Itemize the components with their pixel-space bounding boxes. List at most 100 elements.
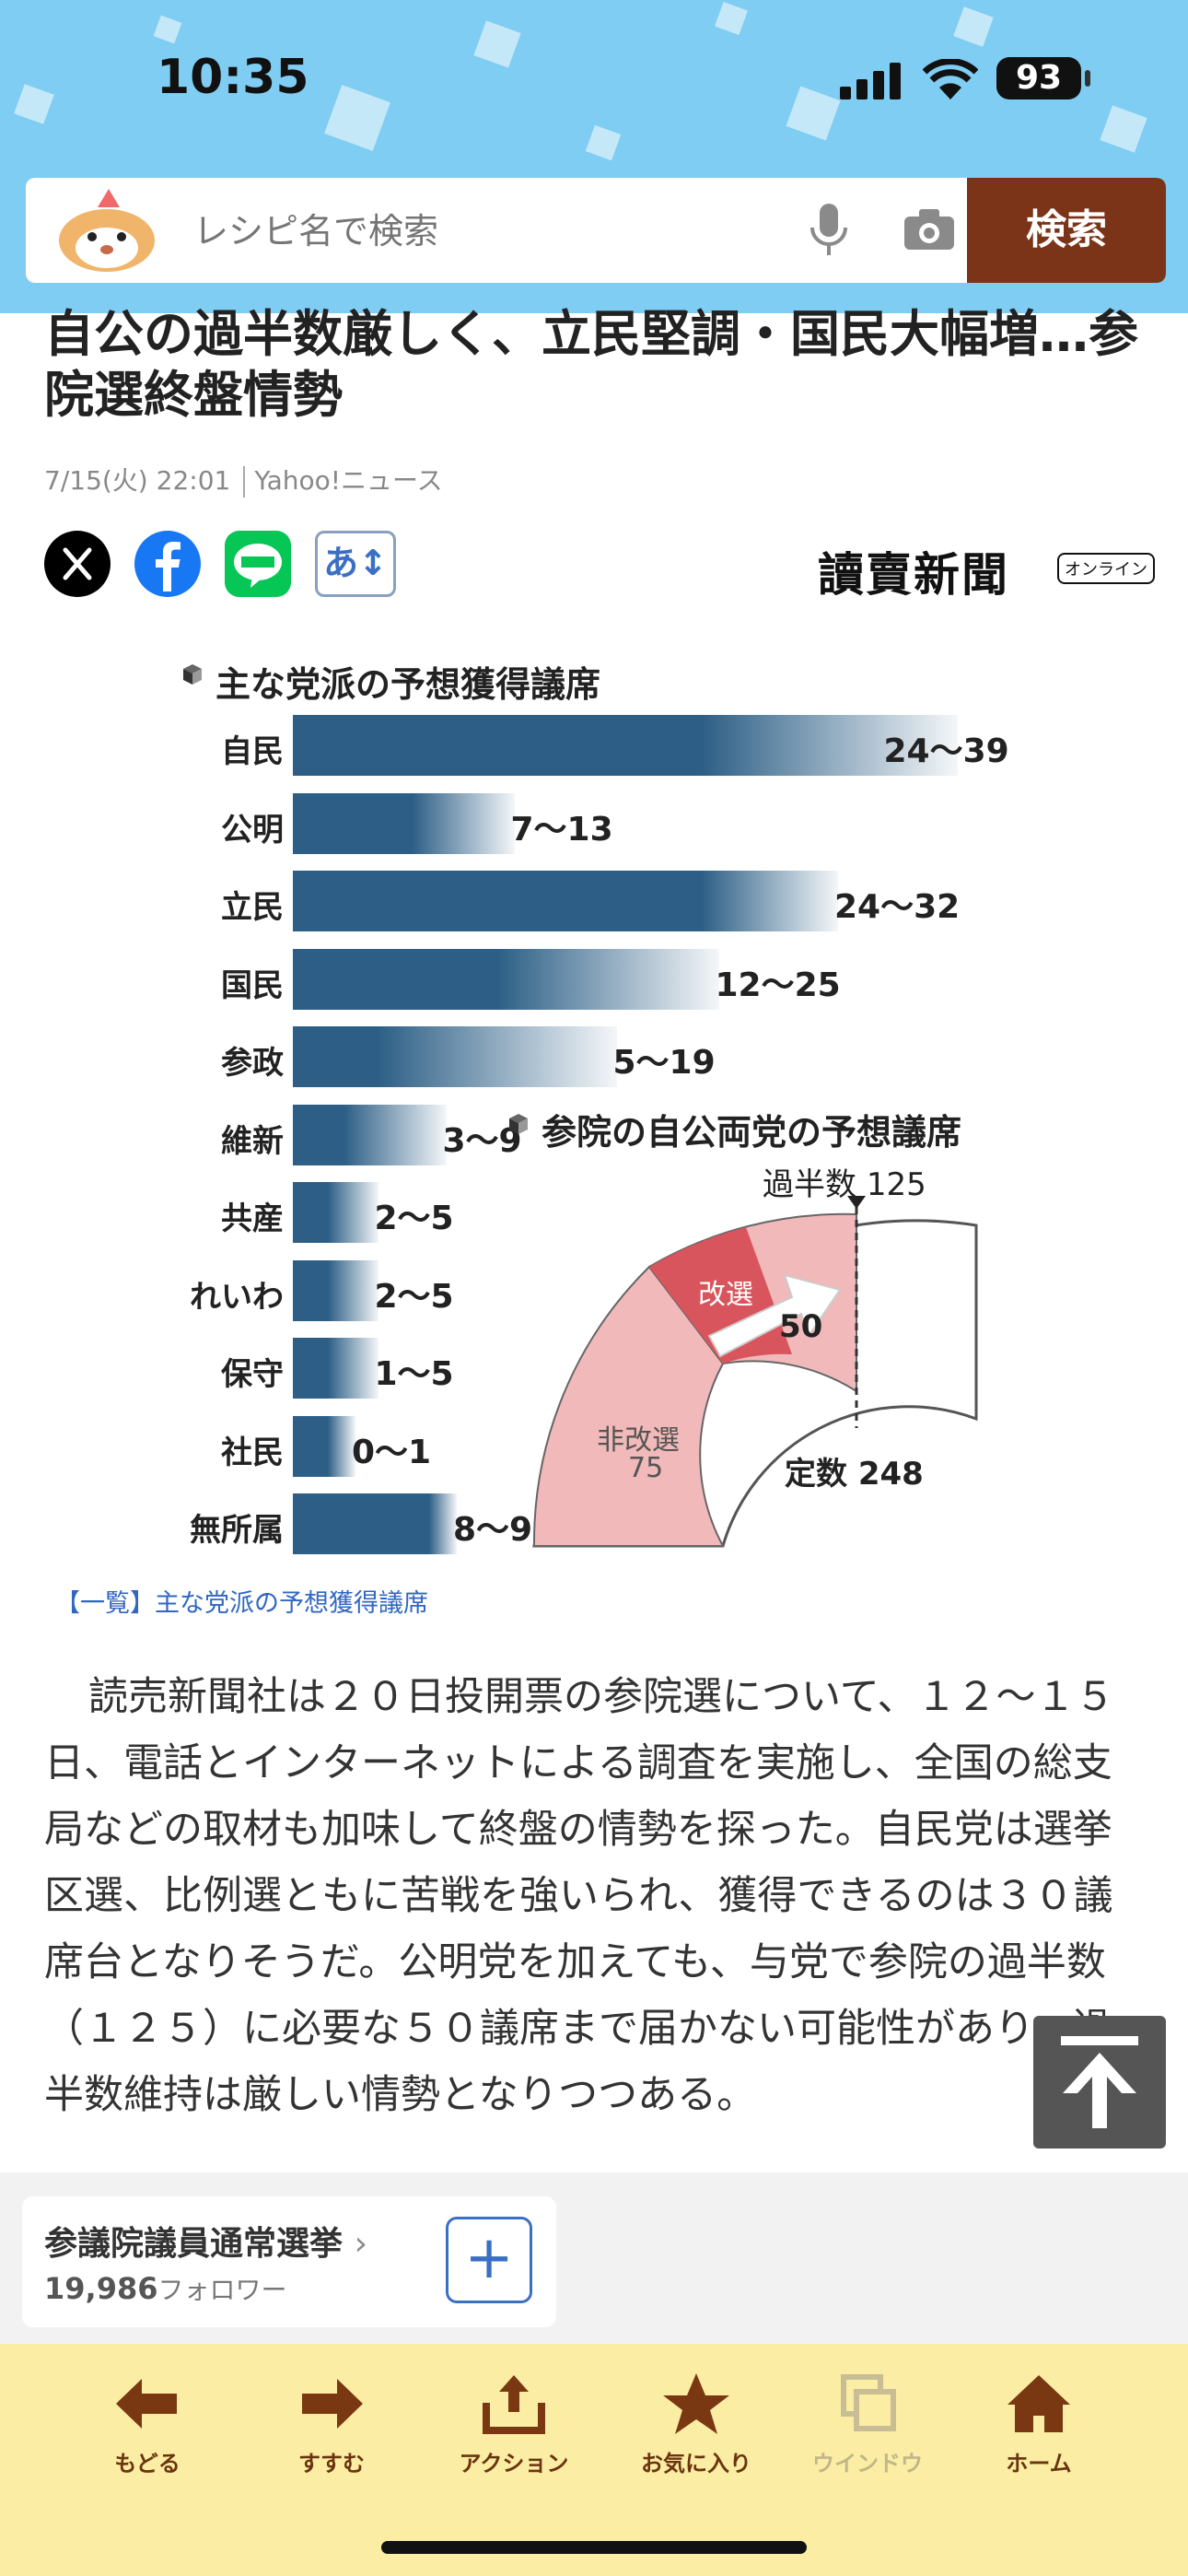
follow-topic-text: 参議院議員通常選挙 [44,2225,344,2263]
publisher-online-badge: オンライン [1057,553,1155,584]
party-value-label: 2～5 [374,1200,454,1237]
party-label: 無所属 [190,1512,284,1549]
mascot-logo-icon [59,189,155,272]
party-label: 国民 [221,966,284,1004]
party-value-label: 12～25 [715,966,841,1004]
scroll-to-top-button[interactable] [1033,2016,1166,2149]
home-indicator [381,2541,807,2554]
party-label: 参政 [221,1045,284,1082]
non-up-value: 75 [628,1452,664,1484]
arrow-right-icon [302,2379,363,2429]
follow-card[interactable]: 参議院議員通常選挙 › 19,986フォロワー + [22,2196,556,2327]
share-icon [483,2375,545,2434]
party-label: 社民 [221,1434,284,1471]
seat-chart-title: 参院の自公両党の予想議席 [542,1112,962,1153]
party-label: 維新 [221,1122,284,1160]
total-value: 248 [857,1456,924,1493]
ruling-label: 自公 [720,1397,775,1429]
windows-button[interactable]: ウインドウ [794,2371,941,2477]
battery-indicator: 93 [996,57,1081,100]
party-label: 自民 [221,733,284,770]
party-value-label: 7～13 [510,810,613,849]
article-source: Yahoo!ニュース [254,465,443,496]
forward-label: すすむ [298,2451,365,2476]
facebook-logo-icon [156,542,181,591]
party-label: れいわ [190,1278,284,1316]
favorites-button[interactable]: お気に入り [623,2371,770,2477]
follower-count: 19,986フォロワー [44,2270,287,2307]
follower-count-value: 19,986 [44,2271,158,2306]
home-button[interactable]: ホーム [965,2371,1112,2477]
majority-label-text: 過半数 [763,1166,856,1203]
up-needed-value: 50 [779,1308,823,1345]
confetti-decoration [585,124,622,161]
total-label-text: 定数 [785,1456,847,1493]
non-up-label: 非改選 [597,1424,680,1457]
share-line-button[interactable] [225,531,291,597]
chevron-right-icon: › [354,2225,367,2263]
forward-button[interactable]: すすむ [258,2371,405,2477]
confetti-decoration [953,6,994,47]
majority-value: 125 [866,1166,926,1203]
confetti-decoration [14,84,54,124]
cellular-signal-icon [840,63,901,100]
follow-topic-title[interactable]: 参議院議員通常選挙 › [44,2217,367,2265]
arrow-50 [707,1273,842,1358]
follow-button[interactable]: + [446,2217,532,2303]
party-value-label: 1～5 [374,1355,454,1393]
search-input[interactable] [192,178,785,283]
confetti-decoration [715,2,748,35]
follow-area: 参議院議員通常選挙 › 19,986フォロワー + [0,2172,1188,2344]
windows-icon [841,2374,896,2431]
battery-tip [1085,70,1090,87]
action-label: アクション [459,2451,569,2476]
star-icon [663,2373,729,2434]
chart-caption-link[interactable]: 【一覧】主な党派の予想獲得議席 [55,1589,428,1618]
search-bar[interactable]: 検索 [26,178,1166,283]
party-value-label: 2～5 [374,1277,454,1316]
total-seats-label: 定数 248 [785,1448,924,1493]
majority-marker [847,1196,866,1209]
party-bar [293,1415,355,1477]
home-label: ホーム [1006,2451,1072,2476]
follower-count-unit: フォロワー [157,2275,287,2305]
home-icon [1007,2375,1070,2432]
party-value-label: 24～32 [834,888,961,926]
status-time: 10:35 [157,50,309,105]
browser-header: 10:35 93 検索 [0,0,1188,313]
party-label: 立民 [221,889,284,926]
party-bar [293,871,838,931]
article-body: 読売新聞社は２０日投開票の参院選について、１２～１５日、電話とインターネットによ… [44,1674,1115,2118]
party-bar [293,948,719,1010]
search-button[interactable]: 検索 [967,178,1166,283]
confetti-decoration [1100,105,1147,153]
party-label: 保守 [221,1356,284,1393]
font-size-button[interactable]: あ↕ [315,531,396,597]
party-bar [293,1026,617,1087]
party-bar [293,1104,447,1165]
x-logo-icon [63,547,92,580]
back-label: もどる [114,2451,181,2476]
share-x-button[interactable] [44,531,111,597]
microphone-icon[interactable] [809,202,849,259]
party-bar [293,792,515,854]
party-label: 共産 [221,1200,284,1237]
windows-label: ウインドウ [812,2451,923,2476]
cube-icon [183,664,202,685]
party-value-label: 24～39 [883,732,1009,770]
up-label: 改選 [698,1279,753,1311]
meta-divider [243,466,246,498]
chart-title: 主な党派の予想獲得議席 [215,664,601,705]
camera-icon[interactable] [903,207,956,252]
majority-label: 過半数 125 [763,1159,926,1204]
party-bar [293,715,958,776]
share-facebook-button[interactable] [134,531,201,597]
party-bar [293,1259,379,1321]
action-button[interactable]: アクション [440,2371,588,2477]
wifi-icon [923,59,978,100]
back-button[interactable]: もどる [74,2371,221,2477]
article-meta: 7/15(火) 22:01 Yahoo!ニュース [44,461,443,498]
arrow-up-icon [1061,2036,1138,2128]
article-headline: 自公の過半数厳しく、立民堅調・国民大幅増…参院選終盤情勢 [44,305,1138,424]
party-value-label: 3～9 [442,1121,522,1160]
